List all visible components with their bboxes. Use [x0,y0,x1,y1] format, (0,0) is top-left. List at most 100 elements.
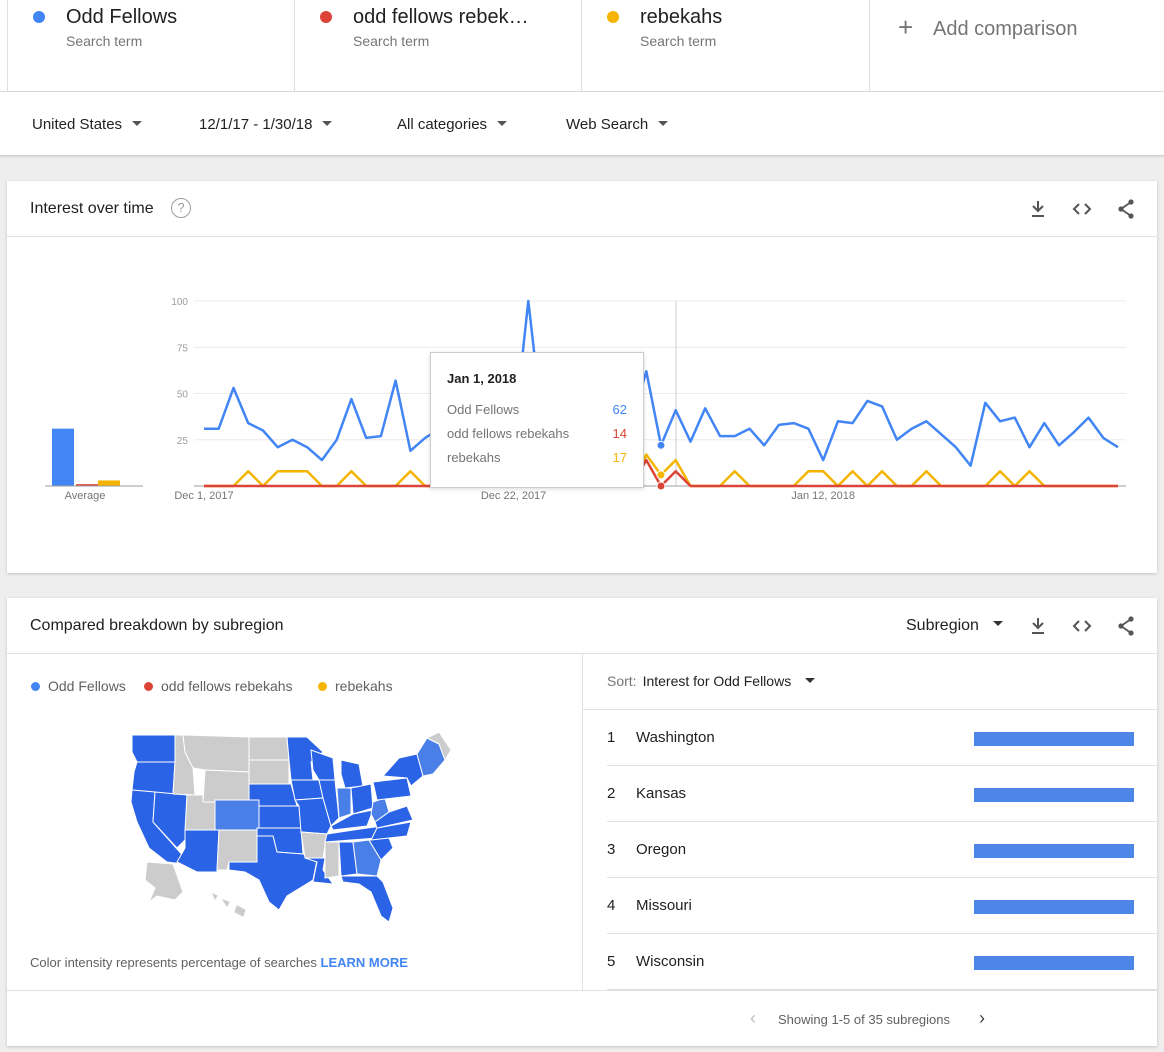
legend-label: odd fellows rebekahs [161,678,293,694]
tooltip-date: Jan 1, 2018 [447,371,517,386]
map-state-colorado[interactable] [214,799,260,831]
average-bar [76,484,98,486]
dropdown-caret-icon [992,621,1003,627]
add-comparison-button[interactable]: + Add comparison [869,0,1164,92]
tooltip-row-label: Odd Fellows [447,402,520,417]
map-state-kansas[interactable] [258,805,302,829]
map-state-north-carolina[interactable] [370,821,412,841]
term-color-dot [320,11,332,23]
map-state-south-dakota[interactable] [248,759,290,785]
category-filter[interactable]: All categories [397,116,508,133]
map-state-wisconsin[interactable] [310,749,336,781]
term-color-dot [33,11,45,23]
prev-page-icon[interactable]: ‹ [750,1008,756,1028]
share-icon[interactable] [1114,614,1138,638]
map-state-texas[interactable] [228,835,318,911]
average-label: Average [65,490,106,502]
table-row[interactable]: 5 Wisconsin [607,934,1158,990]
map-state-montana[interactable] [182,734,250,773]
tooltip-row: Odd Fellows 62 [447,402,627,417]
y-tick-label: 50 [177,390,189,401]
average-bars [52,428,120,486]
tooltip-row-label: odd fellows rebekahs [447,426,570,441]
download-icon[interactable] [1026,614,1050,638]
table-row[interactable]: 4 Missouri [607,878,1158,934]
table-row[interactable]: 2 Kansas [607,766,1158,822]
map-state-illinois[interactable] [318,779,340,827]
map-state-washington[interactable] [131,734,176,763]
table-row[interactable]: 1 Washington [607,710,1158,766]
map-state-indiana[interactable] [336,787,352,819]
row-rank: 2 [607,785,616,802]
search-term-3[interactable]: rebekahs Search term [581,0,869,92]
dropdown-caret-icon [805,677,816,683]
term-color-dot [607,11,619,23]
row-interest-bar [974,900,1134,914]
map-state-pennsylvania[interactable] [372,777,412,801]
map-state-virginia[interactable] [374,805,414,829]
next-page-icon[interactable]: › [979,1008,985,1028]
map-state-mississippi[interactable] [324,841,340,879]
map-state-north-dakota[interactable] [248,736,290,761]
subregion-mode-label: Subregion [906,617,979,634]
map-state-hawaii[interactable] [212,892,246,917]
sort-value: Interest for Odd Fellows [642,673,792,689]
learn-more-link[interactable]: LEARN MORE [320,955,408,970]
row-rank: 4 [607,897,616,914]
search-type-filter[interactable]: Web Search [566,116,669,133]
x-tick-label: Dec 22, 2017 [481,490,546,502]
download-icon[interactable] [1026,197,1050,221]
help-icon[interactable]: ? [171,198,191,218]
chart-tooltip: Jan 1, 2018 Odd Fellows 62 odd fellows r… [430,352,644,488]
map-state-ohio[interactable] [350,783,374,815]
card-header: Compared breakdown by subregion Subregio… [7,598,1157,654]
search-term-1[interactable]: Odd Fellows Search term [7,0,295,92]
embed-icon[interactable] [1070,197,1094,221]
subregion-mode-dropdown[interactable]: Subregion [906,617,1003,635]
map-state-alaska[interactable] [144,861,184,904]
table-row[interactable]: 3 Oregon [607,822,1158,878]
row-interest-bar [974,844,1134,858]
legend-label: rebekahs [335,678,393,694]
map-state-florida[interactable] [340,875,394,923]
map-state-arkansas[interactable] [300,831,328,859]
compare-bar: Odd Fellows Search term odd fellows rebe… [0,0,1164,92]
map-state-michigan[interactable] [340,759,364,789]
map-state-maine[interactable] [425,731,452,762]
row-interest-bar [974,788,1134,802]
search-term-2[interactable]: odd fellows rebekahs Search term [294,0,582,92]
term-name: odd fellows rebekahs [353,6,535,28]
map-note-text: Color intensity represents percentage of… [30,955,317,970]
term-name: Odd Fellows [66,6,178,28]
row-rank: 1 [607,729,616,746]
map-state-iowa[interactable] [290,779,324,801]
dropdown-caret-icon [497,120,508,126]
map-state-kentucky[interactable] [330,809,374,831]
row-interest-bar [974,956,1134,970]
series-line [204,453,1118,488]
card-title: Interest over time [30,200,154,217]
subregion-list: Sort: Interest for Odd Fellows 1 Washingto… [582,654,1158,990]
row-rank: 3 [607,841,616,858]
interest-over-time-card: Interest over time ? Average 25 50 75 100 D… [7,181,1157,573]
average-bar [52,428,74,486]
tooltip-row-value: 17 [612,450,627,465]
term-subtitle: Search term [66,33,143,49]
us-map[interactable] [127,730,457,925]
date-range-filter[interactable]: 12/1/17 - 1/30/18 [199,116,333,133]
legend-dot [318,681,327,691]
map-state-wyoming[interactable] [202,769,250,803]
embed-icon[interactable] [1070,614,1094,638]
dropdown-caret-icon [322,120,333,126]
region-filter[interactable]: United States [32,116,143,133]
region-filter-label: United States [32,116,123,133]
map-state-oregon[interactable] [131,761,176,795]
y-tick-label: 25 [177,436,189,447]
x-tick-label: Dec 1, 2017 [174,490,233,502]
x-axis-labels: Dec 1, 2017 Dec 22, 2017 Jan 12, 2018 [174,490,855,502]
share-icon[interactable] [1114,197,1138,221]
sort-dropdown[interactable]: Sort: Interest for Odd Fellows [607,673,816,689]
card-title: Compared breakdown by subregion [30,617,284,634]
hover-markers [656,440,666,491]
map-state-minnesota[interactable] [286,736,324,781]
